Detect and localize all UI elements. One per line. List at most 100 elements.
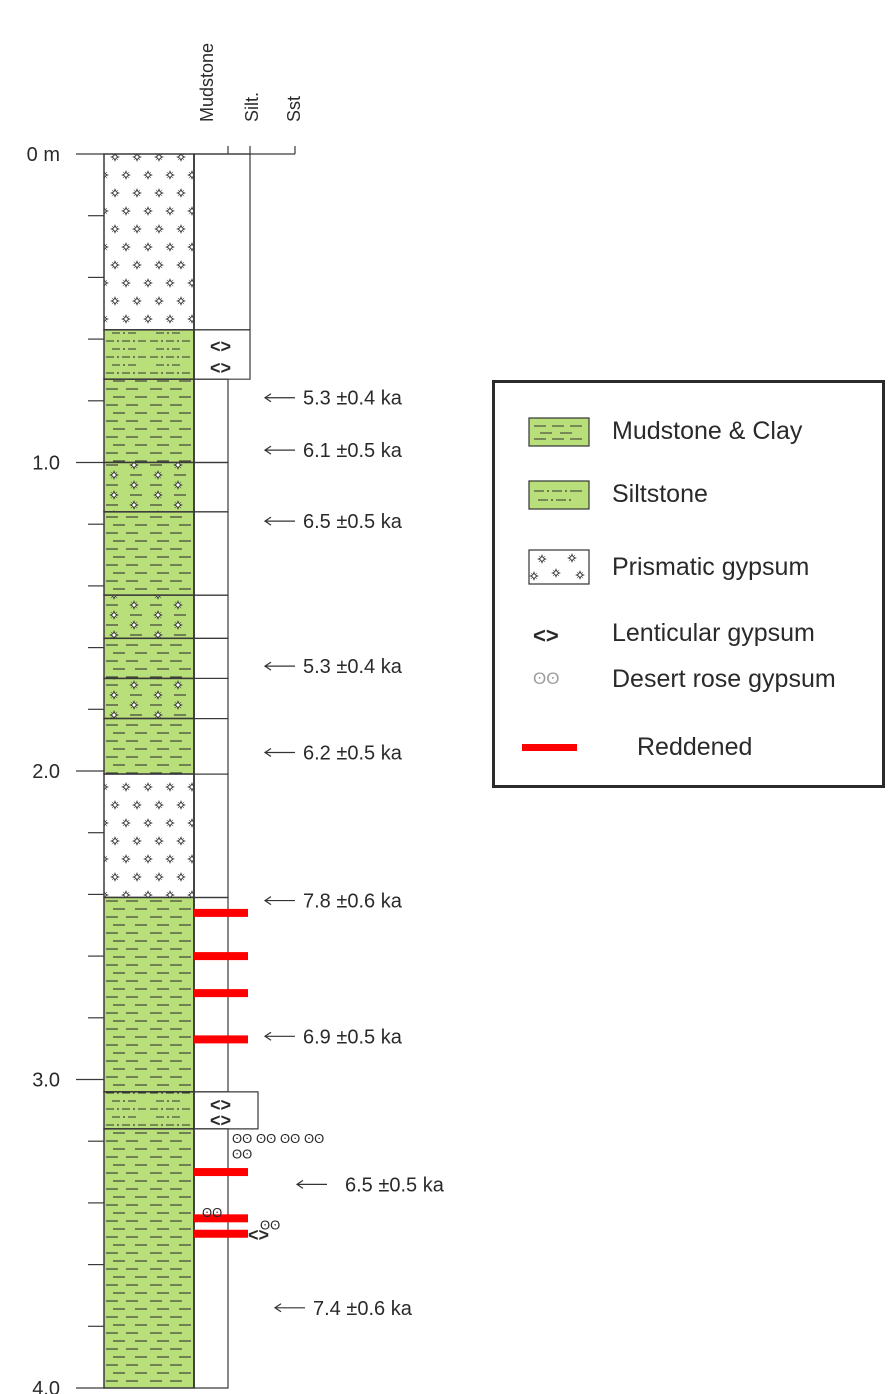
prismatic-gypsum-swatch-icon	[528, 549, 590, 585]
lenticular-gypsum-icon: <>	[210, 336, 231, 356]
unit-pattern	[104, 774, 194, 898]
desert-rose-gypsum-icon: ʘʘ	[533, 669, 560, 688]
unit-pattern	[104, 511, 194, 596]
age-annotation: 7.4 ±0.6 ka	[273, 1298, 413, 1320]
desert-rose-icon: ʘʘ	[232, 1147, 252, 1162]
siltstone-swatch-icon	[528, 480, 590, 510]
unit-pattern	[104, 678, 194, 719]
grain-size-profile	[194, 511, 229, 596]
legend: Mudstone & Clay Siltstone Prismatic gyps…	[492, 380, 885, 788]
grain-size-profile	[194, 461, 229, 513]
lithology-unit	[103, 511, 229, 596]
mudstone-swatch-icon	[528, 417, 590, 447]
grain-size-profile	[194, 773, 229, 899]
grain-size-profile	[194, 717, 229, 775]
age-annotation: 6.1 ±0.5 ka	[263, 440, 403, 462]
lithology-unit	[103, 1091, 259, 1130]
lithology-unit	[103, 329, 251, 380]
legend-label-siltstone: Siltstone	[612, 480, 708, 508]
unit-pattern	[104, 718, 194, 775]
desert-rose-icon: ʘʘ	[280, 1131, 300, 1146]
age-label: 5.3 ±0.4 ka	[303, 388, 403, 410]
desert-rose-icon: ʘʘ	[232, 1131, 252, 1146]
age-annotation: 6.5 ±0.5 ka	[263, 511, 403, 533]
arrow-head-icon	[273, 1303, 282, 1313]
unit-pattern	[104, 329, 194, 380]
arrow-head-icon	[263, 393, 272, 403]
legend-label-desert-rose-gypsum: Desert rose gypsum	[612, 665, 836, 693]
grain-size-profile	[194, 378, 229, 464]
legend-item-reddened: Reddened	[495, 727, 882, 767]
legend-item-siltstone: Siltstone	[495, 474, 882, 514]
desert-rose-icon: ʘʘ	[202, 1205, 222, 1220]
arrow-head-icon	[263, 445, 272, 455]
reddened-bar	[194, 908, 248, 917]
legend-label-mudstone-clay: Mudstone & Clay	[612, 417, 803, 445]
lithology-unit	[103, 677, 229, 720]
depth-label: 1.0	[32, 453, 60, 475]
reddened-bar	[194, 989, 248, 998]
legend-item-mudstone-clay: Mudstone & Clay	[495, 411, 882, 451]
unit-pattern	[104, 595, 194, 639]
age-annotation: 6.5 ±0.5 ka	[295, 1174, 445, 1196]
arrow-head-icon	[263, 747, 272, 757]
age-annotation: 5.3 ±0.4 ka	[263, 388, 403, 410]
reddened-bar	[194, 1168, 248, 1177]
age-annotation: 6.2 ±0.5 ka	[263, 742, 403, 764]
unit-pattern	[104, 1091, 194, 1129]
age-label: 6.5 ±0.5 ka	[345, 1174, 445, 1196]
desert-rose-icon: ʘʘ	[304, 1131, 324, 1146]
lithology-unit	[103, 594, 229, 640]
legend-item-prismatic-gypsum: Prismatic gypsum	[495, 547, 882, 587]
unit-pattern	[104, 638, 194, 679]
lithology-unit	[103, 153, 251, 331]
legend-label-prismatic-gypsum: Prismatic gypsum	[612, 553, 810, 581]
lenticular-gypsum-icon: <>	[210, 358, 231, 378]
depth-label: 3.0	[32, 1070, 60, 1092]
grain-size-profile	[194, 677, 229, 720]
arrow-head-icon	[295, 1179, 304, 1189]
depth-label: 2.0	[32, 761, 60, 783]
depth-label: 4.0	[32, 1378, 60, 1394]
lenticular-gypsum-icon: <>	[210, 1095, 231, 1115]
age-annotation: 6.9 ±0.5 ka	[263, 1026, 403, 1048]
grain-size-profile	[194, 594, 229, 639]
lithology-unit	[103, 1128, 229, 1389]
grain-size-profile	[194, 637, 229, 680]
age-label: 6.2 ±0.5 ka	[303, 742, 403, 764]
age-annotation: 7.8 ±0.6 ka	[263, 891, 403, 913]
unit-pattern	[104, 154, 194, 330]
desert-rose-icon: ʘʘ	[256, 1131, 276, 1146]
legend-item-desert-rose-gypsum: ʘʘ Desert rose gypsum	[495, 663, 882, 703]
age-label: 6.1 ±0.5 ka	[303, 440, 403, 462]
lithology-unit	[103, 637, 229, 680]
legend-item-lenticular-gypsum: <> Lenticular gypsum	[495, 617, 882, 657]
reddened-bar	[194, 1229, 248, 1238]
unit-pattern	[104, 462, 194, 512]
lithology-unit	[103, 717, 229, 775]
grain-size-profile	[194, 153, 251, 331]
unit-pattern	[104, 1128, 194, 1388]
reddened-bar	[194, 1035, 248, 1044]
lenticular-gypsum-icon: <>	[533, 623, 559, 648]
reddened-bar	[194, 952, 248, 961]
arrow-head-icon	[263, 896, 272, 906]
lenticular-gypsum-icon: <>	[210, 1111, 231, 1131]
grain-size-profile	[194, 1128, 229, 1389]
age-label: 7.8 ±0.6 ka	[303, 891, 403, 913]
unit-pattern	[104, 897, 194, 1092]
lithology-unit	[103, 773, 229, 899]
desert-rose-icon: ʘʘ	[260, 1217, 280, 1232]
reddened-swatch-icon	[522, 744, 577, 751]
age-label: 6.5 ±0.5 ka	[303, 511, 403, 533]
age-label: 7.4 ±0.6 ka	[313, 1298, 413, 1320]
age-annotation: 5.3 ±0.4 ka	[263, 656, 403, 678]
lithology-unit	[103, 896, 229, 1093]
arrow-head-icon	[263, 661, 272, 671]
age-label: 5.3 ±0.4 ka	[303, 656, 403, 678]
arrow-head-icon	[263, 1031, 272, 1041]
header-sandstone: Sst	[284, 96, 304, 122]
lithology-unit	[103, 378, 229, 464]
header-mudstone: Mudstone	[197, 43, 217, 122]
